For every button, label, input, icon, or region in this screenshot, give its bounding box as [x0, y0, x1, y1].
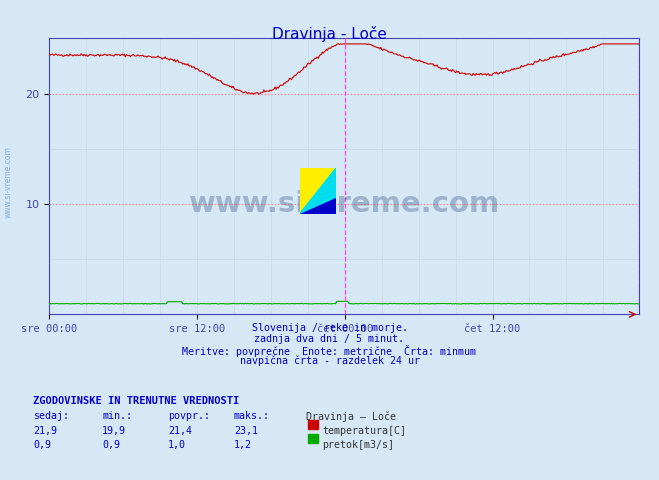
- Text: Dravinja – Loče: Dravinja – Loče: [306, 411, 397, 422]
- Polygon shape: [300, 168, 336, 214]
- Text: sedaj:: sedaj:: [33, 411, 69, 421]
- Text: 0,9: 0,9: [102, 440, 120, 450]
- Text: 23,1: 23,1: [234, 426, 258, 436]
- Text: zadnja dva dni / 5 minut.: zadnja dva dni / 5 minut.: [254, 334, 405, 344]
- Polygon shape: [300, 198, 336, 214]
- Text: temperatura[C]: temperatura[C]: [322, 426, 406, 436]
- Text: 19,9: 19,9: [102, 426, 126, 436]
- Text: maks.:: maks.:: [234, 411, 270, 421]
- Text: navpična črta - razdelek 24 ur: navpična črta - razdelek 24 ur: [239, 356, 420, 366]
- Text: www.si-vreme.com: www.si-vreme.com: [188, 190, 500, 218]
- Text: Dravinja - Loče: Dravinja - Loče: [272, 26, 387, 42]
- Text: min.:: min.:: [102, 411, 132, 421]
- Text: www.si-vreme.com: www.si-vreme.com: [4, 146, 13, 218]
- Text: Meritve: povprečne  Enote: metrične  Črta: minmum: Meritve: povprečne Enote: metrične Črta:…: [183, 345, 476, 357]
- Text: 1,2: 1,2: [234, 440, 252, 450]
- Text: pretok[m3/s]: pretok[m3/s]: [322, 440, 394, 450]
- Text: povpr.:: povpr.:: [168, 411, 210, 421]
- Polygon shape: [300, 168, 336, 214]
- Text: 0,9: 0,9: [33, 440, 51, 450]
- Text: 21,4: 21,4: [168, 426, 192, 436]
- Text: Slovenija / reke in morje.: Slovenija / reke in morje.: [252, 323, 407, 333]
- Text: 1,0: 1,0: [168, 440, 186, 450]
- Text: 21,9: 21,9: [33, 426, 57, 436]
- Text: ZGODOVINSKE IN TRENUTNE VREDNOSTI: ZGODOVINSKE IN TRENUTNE VREDNOSTI: [33, 396, 239, 406]
